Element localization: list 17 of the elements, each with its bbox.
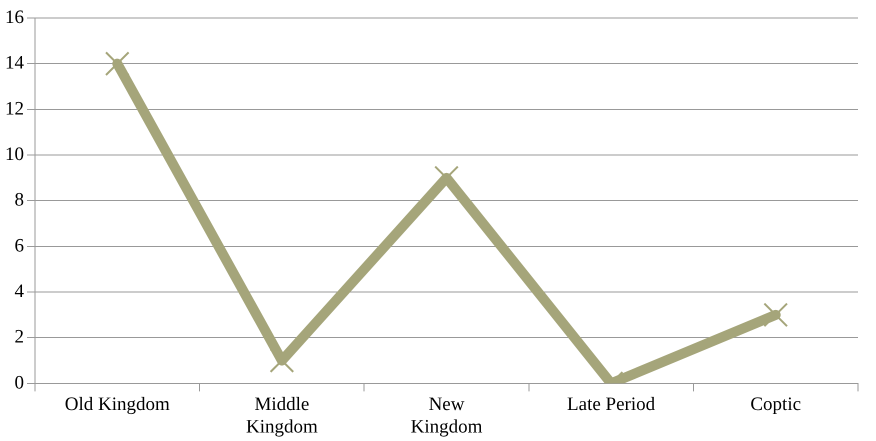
y-tick-label: 2 [14,326,24,348]
y-tick-label: 0 [14,372,24,394]
x-tick-label: Old Kingdom [64,394,170,415]
y-tick-label: 8 [14,190,24,211]
y-tick-label: 16 [5,6,24,28]
y-tick-label: 4 [14,281,24,302]
point [104,51,130,76]
point [763,302,788,328]
x-tick-label: New Kingdom [410,394,483,438]
point [270,348,294,373]
y-tick-label: 10 [5,144,24,166]
x-tick-label: Late Period [567,394,656,415]
y-tick-label: 12 [5,98,24,120]
x-tick-label: Middle Kingdom [246,394,318,438]
y-tick-label: 6 [14,235,24,256]
x-tick-label: Coptic [750,394,802,415]
y-tick-label: 14 [5,52,24,74]
